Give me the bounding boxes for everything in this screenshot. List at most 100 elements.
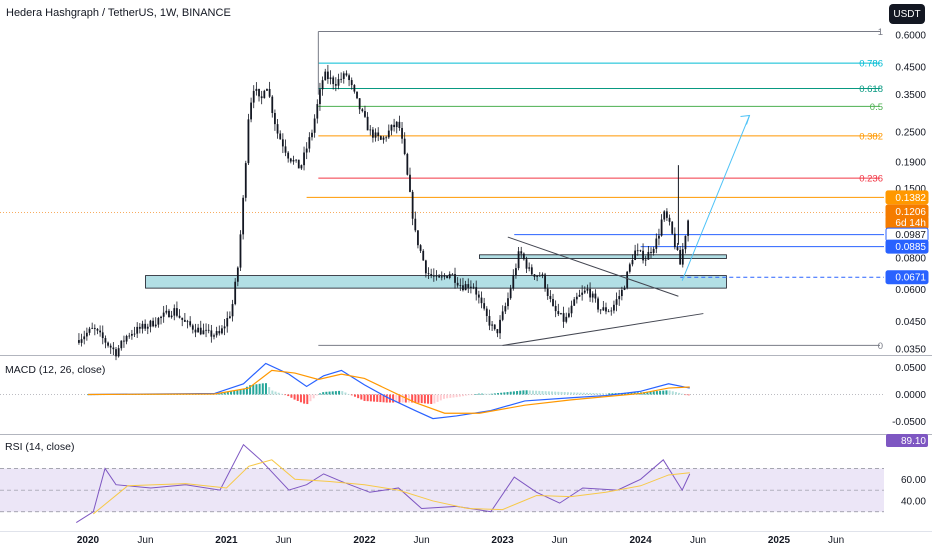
candle-body [271,96,274,114]
candle-body [223,326,226,329]
candle-body [676,247,679,250]
candle-body [475,287,478,295]
macd-histogram-bar [509,391,512,395]
candle-body [170,315,173,318]
fib-level-label: 0.5 [870,102,883,113]
fib-level-label: 0.786 [859,59,883,70]
candle-body [681,249,684,265]
fib-level-label: 0.236 [859,174,883,185]
time-axis-label: 2023 [491,535,514,546]
time-axis-label: Jun [414,535,430,546]
candle-body [594,293,597,299]
candle-body [554,305,557,312]
macd-histogram-bar [566,392,569,395]
candle-body [207,329,210,331]
macd-histogram-bar [334,391,337,395]
candle-body [379,136,382,140]
candle-body [160,316,162,319]
candle-body [620,289,623,297]
macd-series-line [87,362,690,420]
macd-histogram-bar [271,390,274,395]
price-label-text: 6d 14h [895,218,926,229]
candle-body [660,219,663,236]
candle-body [504,306,507,312]
candle-body [152,320,154,327]
macd-histogram-bar [398,394,401,403]
fib-level-label: 1 [878,27,883,38]
candle-body [292,159,295,162]
macd-histogram-bar [551,391,554,395]
macd-histogram-bar [296,394,299,401]
currency-button[interactable]: USDT [889,4,925,24]
macd-histogram-bar [357,394,360,399]
candle-body [655,238,658,249]
macd-histogram-bar [576,392,579,395]
macd-histogram-bar [401,394,404,403]
macd-histogram-bar [293,394,296,400]
macd-histogram-bar [363,394,366,401]
candle-body [263,90,266,99]
candle-body [501,311,504,320]
rsi-axis-label: 40.00 [901,496,926,507]
candle-body [231,304,234,317]
candle-body [403,138,406,154]
macd-histogram-bar [681,393,684,395]
candle-body [366,116,369,131]
candle-body [226,318,229,327]
fib-level-label: 0.382 [859,131,883,142]
macd-histogram-bar [427,394,430,404]
macd-histogram-bar [455,394,458,398]
candle-body [364,111,366,117]
macd-histogram-bar [665,390,668,395]
candle-body [668,217,671,222]
candle-body [117,348,120,357]
macd-histogram-bar [264,383,267,395]
macd-histogram-bar [630,392,633,395]
macd-histogram-bar [531,390,534,395]
candle-body [128,335,131,337]
candle-body [541,274,544,277]
candle-body [168,310,170,318]
macd-histogram-bar [322,392,325,395]
candle-body [581,292,584,295]
candle-body [369,129,372,131]
candle-body [194,329,197,333]
candle-body [138,326,141,329]
macd-histogram-bar [652,391,655,395]
candle-body [515,268,517,276]
macd-axis-label: -0.0500 [892,417,926,428]
macd-histogram-bar [430,394,433,404]
candle-body [652,248,655,253]
macd-histogram-bar [223,392,226,395]
candle-body [266,88,268,91]
candle-body [586,288,589,291]
macd-histogram-bar [678,392,681,395]
macd-histogram-bar [512,391,515,395]
candle-body [234,281,237,305]
candle-body [414,218,417,231]
price-label-box [885,190,929,205]
candle-body [647,251,650,260]
candle-body [239,234,242,268]
candle-body [568,313,570,317]
candle-body [512,275,515,289]
macd-histogram-bar [490,393,493,395]
candle-body [395,121,398,128]
candle-body [496,329,499,334]
candle-body [281,139,284,147]
candle-body [610,310,613,312]
candle-body [419,245,422,251]
rsi-axis-label: 60.00 [901,475,926,486]
candle-body [324,71,327,81]
candle-body [591,293,594,298]
macd-histogram-bar [570,392,573,395]
candle-body [605,307,607,312]
macd-histogram-bar [344,392,347,395]
price-label-box [885,270,929,285]
macd-histogram-bar [573,392,576,395]
macd-histogram-bar [522,390,525,395]
price-axis-label: 0.2500 [895,127,926,138]
macd-histogram-bar [417,394,420,403]
projection-arrowhead [740,114,751,125]
